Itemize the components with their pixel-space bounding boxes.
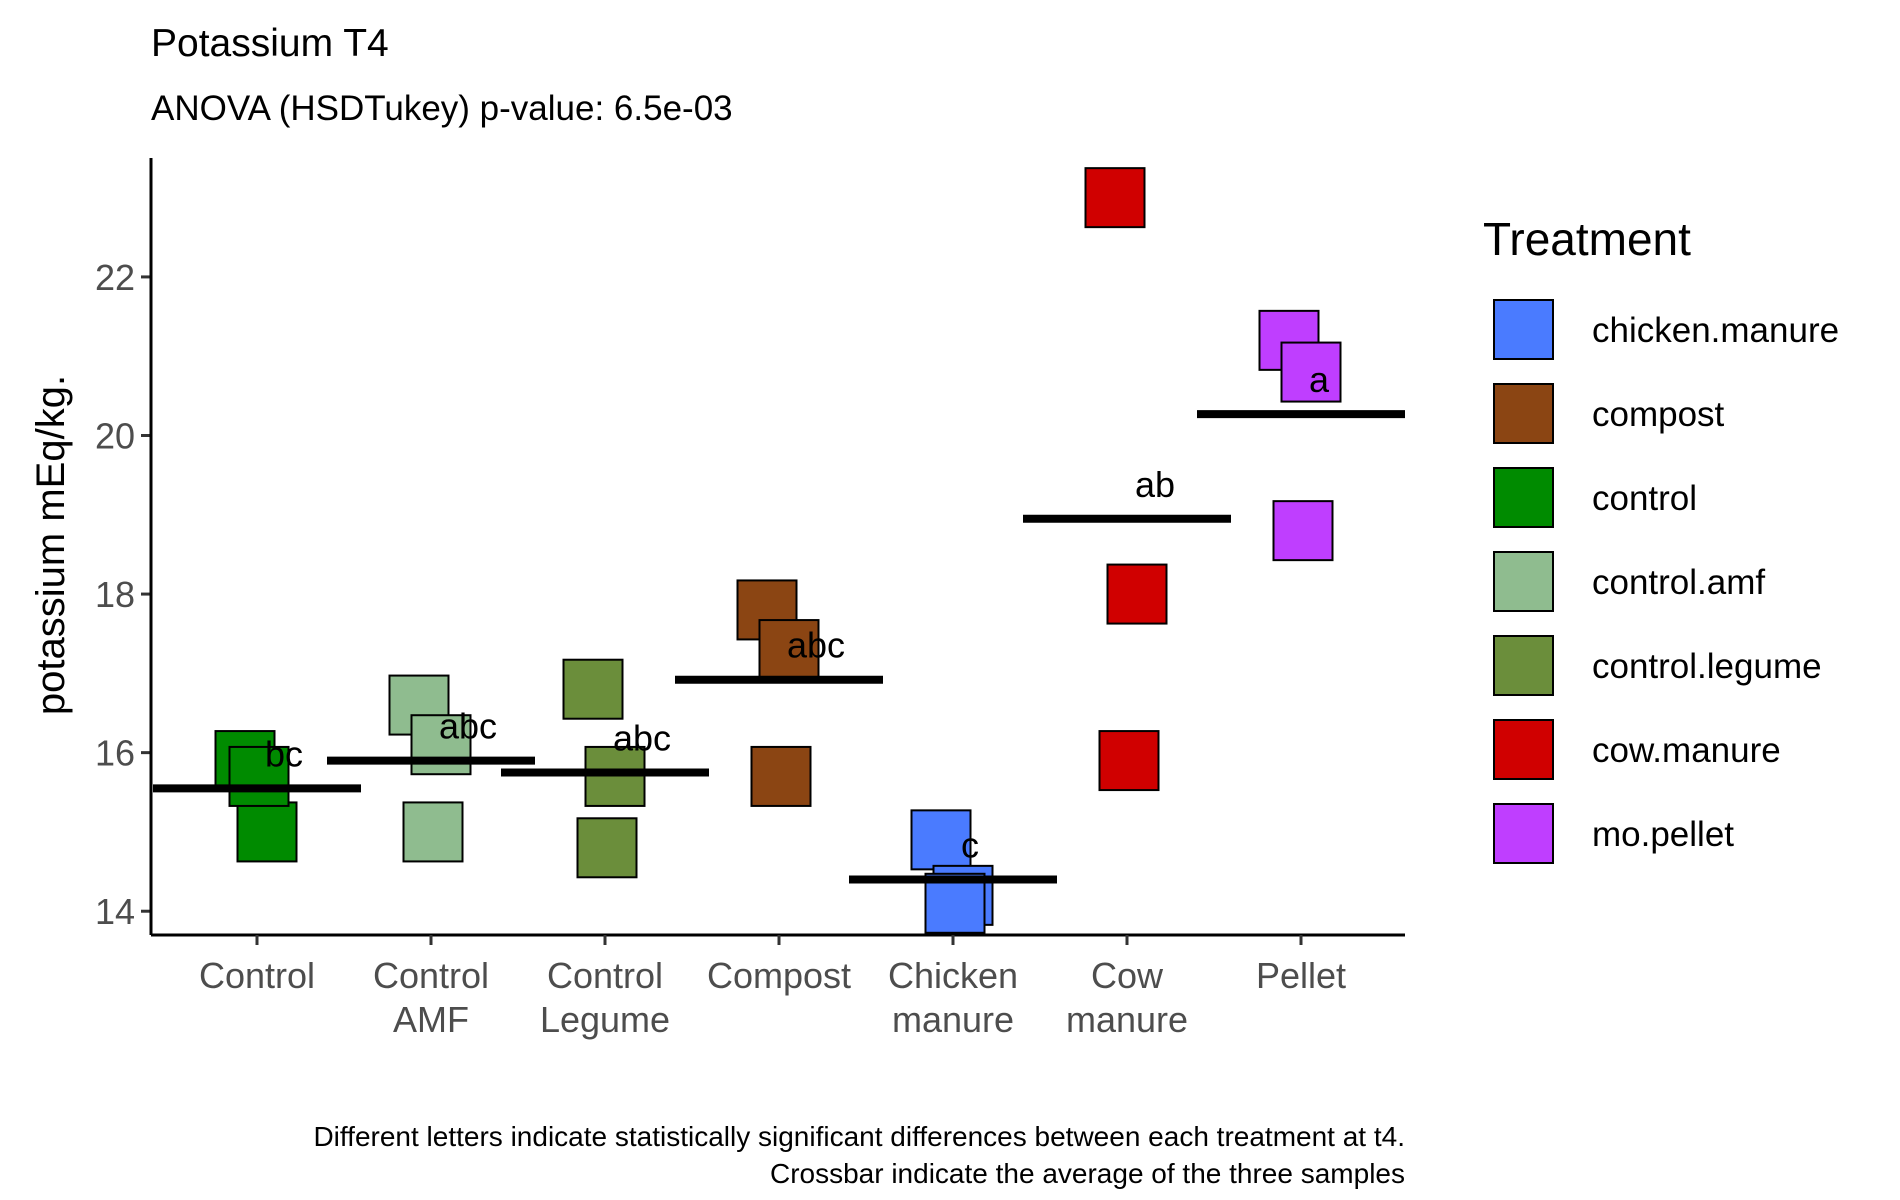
x-tick-label: Control [199,955,315,996]
x-tick-label: Control [373,955,489,996]
y-tick-label: 14 [95,891,135,932]
chart-subtitle: ANOVA (HSDTukey) p-value: 6.5e-03 [151,89,733,128]
y-tick-label: 20 [95,416,135,457]
group-letter: abc [787,625,845,666]
legend-key [1493,635,1554,696]
legend-label: chicken.manure [1592,311,1839,350]
x-tick-label: Pellet [1256,955,1346,996]
data-point [910,809,972,871]
legend: chicken.manure compost control control.amf c… [1493,299,1839,864]
x-tick-label: Legume [540,999,670,1040]
group-letters: bc abc abc abc c ab a [265,359,1330,865]
data-point [924,872,986,934]
x-tick-label: Chicken [888,955,1018,996]
legend-label: control.amf [1592,563,1765,602]
group-letter: c [961,825,979,866]
legend-label: control [1592,479,1697,518]
group-letter: abc [439,706,497,747]
group-letter: ab [1135,464,1175,505]
data-point [402,801,464,863]
data-point [1272,500,1334,562]
group-letter: a [1309,359,1330,400]
x-tick-label: AMF [393,999,469,1040]
legend-label: cow.manure [1592,731,1781,770]
chart-title: Potassium T4 [151,22,389,65]
legend-key [1493,383,1554,444]
data-point [1280,341,1342,403]
data-point [1084,167,1146,229]
data-point [1098,730,1160,792]
legend-label: mo.pellet [1592,815,1734,854]
legend-key [1493,803,1554,864]
data-point [228,745,290,807]
x-tick-label: Cow [1091,955,1164,996]
data-point [1106,563,1168,625]
legend-label: compost [1592,395,1725,434]
data-point [576,817,638,879]
legend-key [1493,551,1554,612]
data-point [758,619,820,681]
x-tick-label: Control [547,955,663,996]
group-letter: abc [613,717,671,758]
y-tick-label: 22 [95,257,135,298]
y-axis-title: potassium mEq/kg. [29,375,73,715]
x-tick-label: manure [892,999,1014,1040]
y-tick-label: 18 [95,574,135,615]
legend-label: control.legume [1592,647,1822,686]
legend-key [1493,467,1554,528]
group-letter: bc [265,733,303,774]
y-tick-label: 16 [95,733,135,774]
data-points [214,167,1342,934]
data-point [236,801,298,863]
legend-key [1493,299,1554,360]
mean-crossbars [153,410,1405,884]
caption-line-1: Different letters indicate statistically… [313,1121,1405,1152]
data-point [750,745,812,807]
x-tick-label: Compost [707,955,851,996]
legend-key [1493,719,1554,780]
y-axis-ticks: 14 16 18 20 22 [95,257,151,932]
data-point [562,658,624,720]
caption-line-2: Crossbar indicate the average of the thr… [770,1158,1405,1189]
legend-title: Treatment [1483,213,1691,265]
x-tick-label: manure [1066,999,1188,1040]
